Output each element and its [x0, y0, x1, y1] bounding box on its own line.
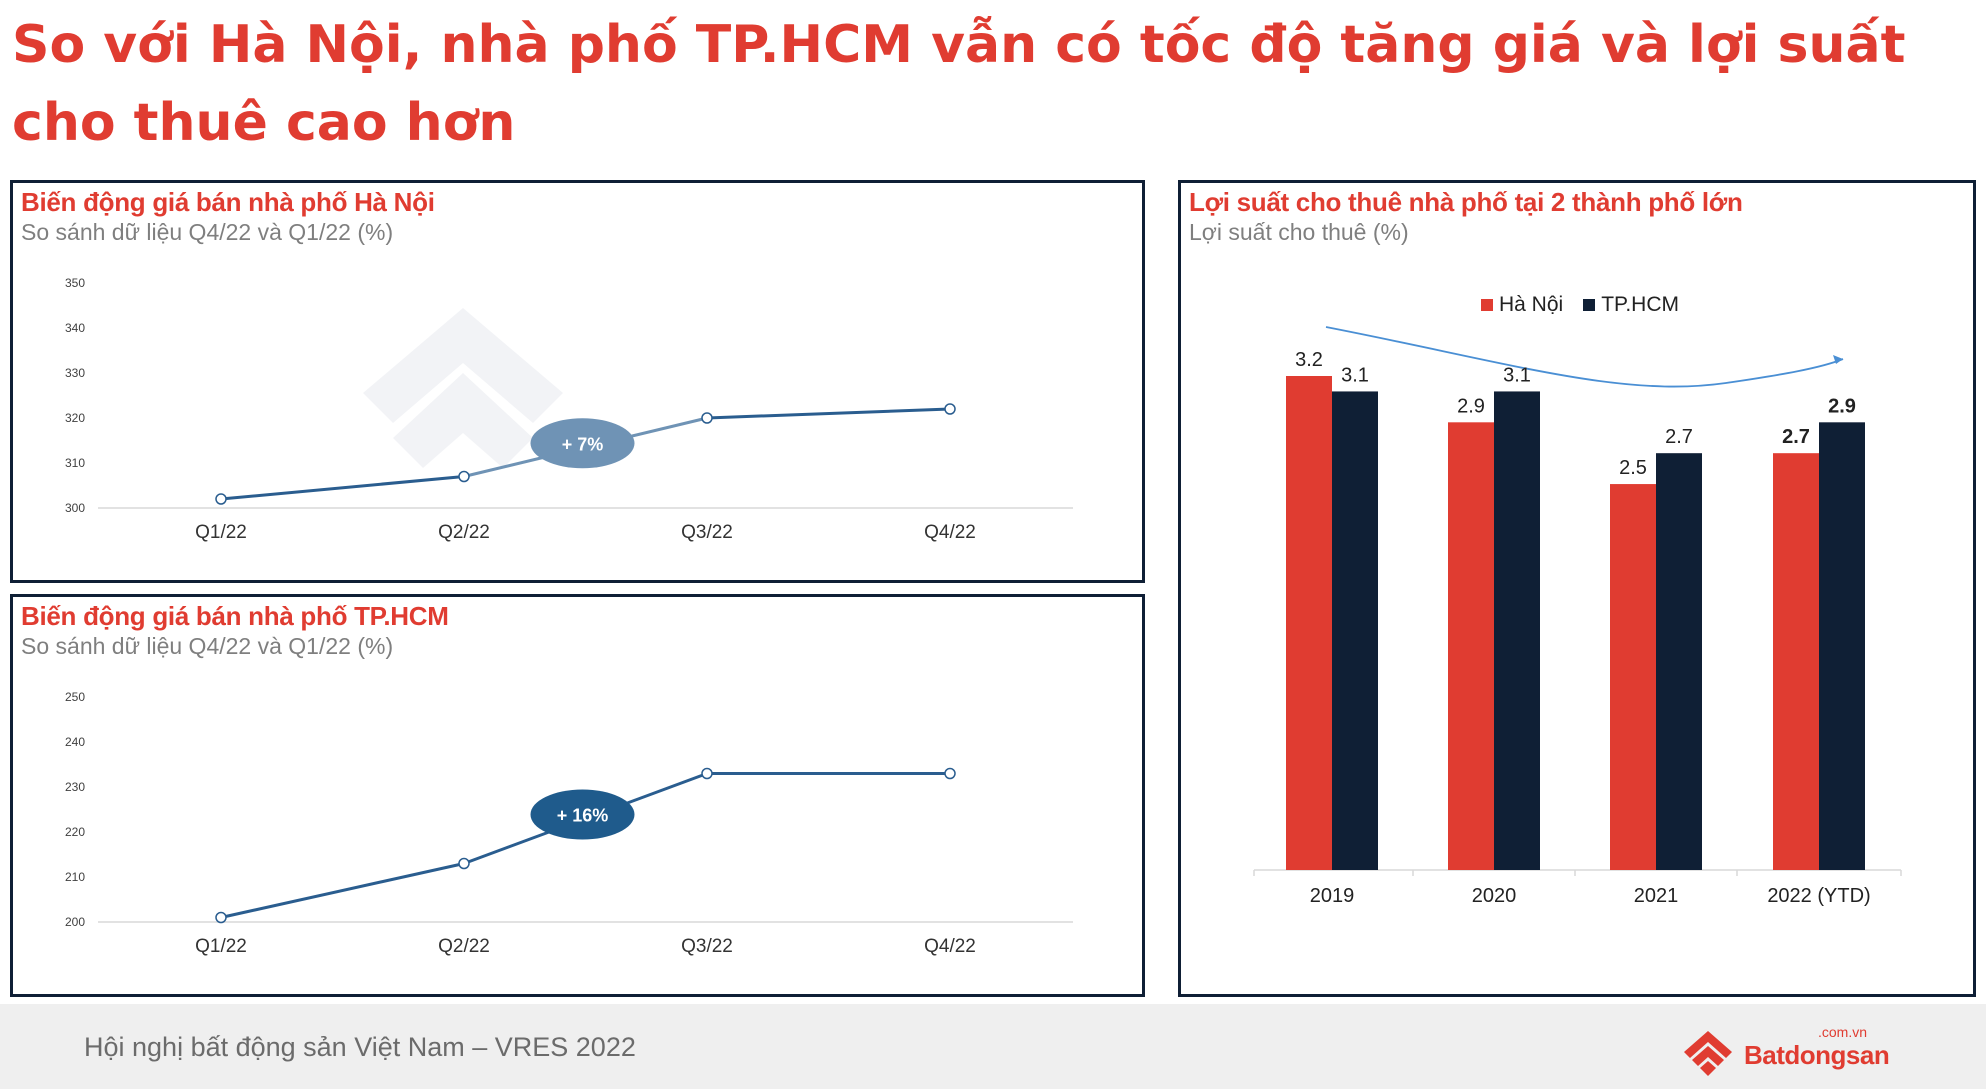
- hcm-line-chart: 200 210 220 230 240 250 + 16% Q1/22 Q2/22 Q3/22 Q4…: [65, 690, 1073, 957]
- yield-data-label: 3.2: [1295, 349, 1323, 371]
- hcm-data-point: [458, 857, 470, 870]
- hanoi-x-tick-label: Q4/22: [924, 522, 976, 543]
- yield-bar-hanoi: [1448, 422, 1494, 870]
- hcm-x-tick-label: Q3/22: [681, 936, 733, 957]
- yield-bar-hcm: [1494, 391, 1540, 870]
- hanoi-y-tick-label: 320: [65, 411, 85, 425]
- hanoi-y-tick-label: 300: [65, 501, 85, 515]
- hcm-y-tick-label: 230: [65, 780, 85, 794]
- legend-swatch-hanoi: [1481, 299, 1493, 311]
- yield-x-tick-label: 2022 (YTD): [1767, 885, 1870, 907]
- hcm-panel-subtitle: So sánh dữ liệu Q4/22 và Q1/22 (%): [21, 633, 394, 659]
- hanoi-y-tick-label: 350: [65, 276, 85, 290]
- hcm-data-point: [701, 767, 713, 780]
- hanoi-line-segment: [706, 407, 951, 420]
- yield-bar-hanoi: [1286, 376, 1332, 870]
- hcm-data-point: [944, 767, 956, 780]
- trend-arrow-icon: [1325, 326, 1844, 388]
- hanoi-change-badge-label: + 7%: [562, 434, 604, 454]
- hcm-y-tick-label: 220: [65, 825, 85, 839]
- hanoi-x-tick-label: Q1/22: [195, 522, 247, 543]
- yield-data-label: 3.1: [1503, 364, 1531, 386]
- page-title: So với Hà Nội, nhà phố TP.HCM vẫn có tốc…: [12, 15, 1906, 153]
- legend-swatch-hcm: [1583, 299, 1596, 311]
- yield-data-label: 2.9: [1828, 395, 1856, 417]
- hanoi-panel-title: Biến động giá bán nhà phố Hà Nội: [21, 187, 435, 217]
- legend-item-hanoi: Hà Nội: [1481, 293, 1563, 317]
- hanoi-y-tick-label: 330: [65, 366, 85, 380]
- footer: Hội nghị bất động sản Việt Nam – VRES 20…: [0, 1004, 1986, 1089]
- yield-x-tick-label: 2021: [1634, 885, 1679, 907]
- hcm-x-tick-label: Q2/22: [438, 936, 490, 957]
- hanoi-watermark-shape: [363, 308, 563, 468]
- yield-bar-hcm: [1332, 391, 1378, 870]
- logo-domain: .com.vn: [1818, 1024, 1868, 1040]
- yield-data-label: 2.7: [1665, 426, 1693, 448]
- batdongsan-logo[interactable]: Batdongsan .com.vn: [1680, 1022, 1890, 1082]
- footer-text: Hội nghị bất động sản Việt Nam – VRES 20…: [84, 1032, 636, 1062]
- hanoi-watermark-icon: [363, 308, 563, 468]
- hanoi-y-tick-label: 310: [65, 456, 85, 470]
- yield-data-label: 3.1: [1341, 364, 1369, 386]
- yield-bar-hanoi: [1610, 484, 1656, 870]
- hcm-panel-title: Biến động giá bán nhà phố TP.HCM: [21, 601, 449, 631]
- yield-panel-subtitle: Lợi suất cho thuê (%): [1189, 219, 1409, 245]
- trend-arrow-head: [1833, 355, 1843, 364]
- yield-bar-hcm: [1819, 422, 1865, 870]
- yield-data-label: 2.9: [1457, 395, 1485, 417]
- hcm-y-tick-label: 250: [65, 690, 85, 704]
- yield-bar-hcm: [1656, 453, 1702, 870]
- hanoi-x-tick-label: Q3/22: [681, 522, 733, 543]
- hcm-y-tick-label: 240: [65, 735, 85, 749]
- hanoi-panel-subtitle: So sánh dữ liệu Q4/22 và Q1/22 (%): [21, 219, 394, 245]
- logo-word: Batdongsan: [1744, 1040, 1890, 1070]
- hcm-x-tick-label: Q1/22: [195, 936, 247, 957]
- hcm-price-panel: Biến động giá bán nhà phố TP.HCM So sánh…: [10, 594, 1145, 997]
- hcm-x-tick-label: Q4/22: [924, 936, 976, 957]
- hanoi-change-badge: [530, 418, 635, 469]
- house-logo-icon: [1684, 1031, 1732, 1076]
- hcm-line-segment: [220, 862, 465, 919]
- hanoi-data-point: [215, 493, 227, 505]
- yield-x-tick-label: 2020: [1472, 885, 1517, 907]
- hcm-data-point: [215, 911, 227, 924]
- hanoi-line-chart: 300 310 320 330 340 350 + 7% Q1/22 Q2/22 Q3/22 Q4/…: [65, 276, 1073, 543]
- hanoi-x-tick-label: Q2/22: [438, 522, 490, 543]
- yield-legend: Hà Nội TP.HCM: [1481, 293, 1679, 317]
- hanoi-data-point: [701, 412, 713, 424]
- hanoi-data-point: [458, 470, 470, 483]
- hcm-y-tick-label: 210: [65, 870, 85, 884]
- hcm-change-badge: [530, 789, 635, 840]
- hcm-y-tick-label: 200: [65, 915, 85, 929]
- hanoi-line-segment: [220, 475, 465, 501]
- yield-data-label: 2.7: [1782, 426, 1810, 448]
- legend-item-hcm: TP.HCM: [1583, 293, 1679, 317]
- yield-x-tick-label: 2019: [1310, 885, 1355, 907]
- hanoi-price-panel: Biến động giá bán nhà phố Hà Nội So sánh…: [10, 180, 1145, 583]
- yield-bar-hanoi: [1773, 453, 1819, 870]
- hanoi-y-tick-label: 340: [65, 321, 85, 335]
- hanoi-data-point: [944, 403, 956, 415]
- yield-panel: Lợi suất cho thuê nhà phố tại 2 thành ph…: [1178, 180, 1976, 997]
- hcm-change-badge-label: + 16%: [557, 806, 609, 826]
- yield-bar-chart: 3.2 3.1 2019 2.9 3.1 2020 2.5 2.7 2021 2.7 2.9 2022…: [1253, 326, 1902, 907]
- yield-data-label: 2.5: [1619, 457, 1647, 479]
- yield-panel-title: Lợi suất cho thuê nhà phố tại 2 thành ph…: [1189, 187, 1743, 217]
- legend-label-hanoi: Hà Nội: [1499, 293, 1564, 316]
- legend-label-hcm: TP.HCM: [1601, 293, 1679, 316]
